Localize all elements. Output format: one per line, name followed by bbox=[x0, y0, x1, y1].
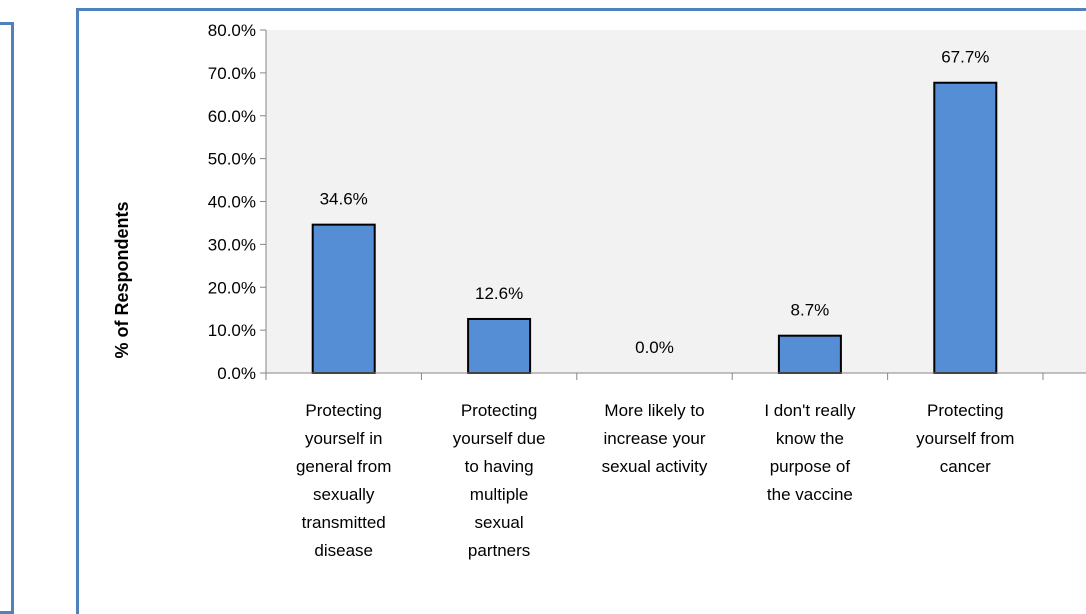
x-tick-label: sexual activity bbox=[602, 457, 708, 476]
x-tick-label: Protecting bbox=[305, 401, 382, 420]
x-tick-label: cancer bbox=[940, 457, 991, 476]
y-tick-label: 40.0% bbox=[208, 193, 256, 212]
x-tick-label: purpose of bbox=[770, 457, 851, 476]
x-tick-label: partners bbox=[468, 541, 530, 560]
data-label: 12.6% bbox=[475, 284, 523, 303]
x-tick-label: increase your bbox=[603, 429, 705, 448]
bar bbox=[311, 223, 376, 374]
x-tick-label: yourself in bbox=[305, 429, 382, 448]
data-label: 8.7% bbox=[791, 301, 830, 320]
data-label: 34.6% bbox=[320, 190, 368, 209]
y-tick-label: 80.0% bbox=[208, 21, 256, 40]
x-tick-label: sexual bbox=[475, 513, 524, 532]
bar bbox=[933, 81, 998, 375]
x-tick-label: yourself from bbox=[916, 429, 1014, 448]
data-label: 67.7% bbox=[941, 48, 989, 67]
x-tick-label: transmitted bbox=[302, 513, 386, 532]
x-tick-label: I don't really bbox=[764, 401, 856, 420]
x-tick-label: More likely to bbox=[604, 401, 704, 420]
y-tick-label: 60.0% bbox=[208, 107, 256, 126]
x-tick-label: to having bbox=[465, 457, 534, 476]
x-tick-label: sexually bbox=[313, 485, 375, 504]
y-tick-label: 0.0% bbox=[217, 364, 256, 383]
bar bbox=[777, 334, 842, 375]
x-tick-label: yourself due bbox=[453, 429, 546, 448]
x-tick-label: Protecting bbox=[927, 401, 1004, 420]
x-tick-label: multiple bbox=[470, 485, 529, 504]
y-tick-label: 50.0% bbox=[208, 150, 256, 169]
y-tick-label: 70.0% bbox=[208, 64, 256, 83]
data-label: 0.0% bbox=[635, 338, 674, 357]
x-tick-label: Protecting bbox=[461, 401, 538, 420]
adjacent-chart-frame bbox=[0, 22, 14, 614]
x-tick-label: the vaccine bbox=[767, 485, 853, 504]
bar bbox=[467, 317, 532, 375]
y-tick-label: 20.0% bbox=[208, 278, 256, 297]
y-tick-label: 10.0% bbox=[208, 321, 256, 340]
x-tick-label: disease bbox=[314, 541, 373, 560]
x-tick-label: know the bbox=[776, 429, 844, 448]
y-axis-label: % of Respondents bbox=[112, 201, 132, 358]
x-tick-label: general from bbox=[296, 457, 391, 476]
y-tick-label: 30.0% bbox=[208, 235, 256, 254]
